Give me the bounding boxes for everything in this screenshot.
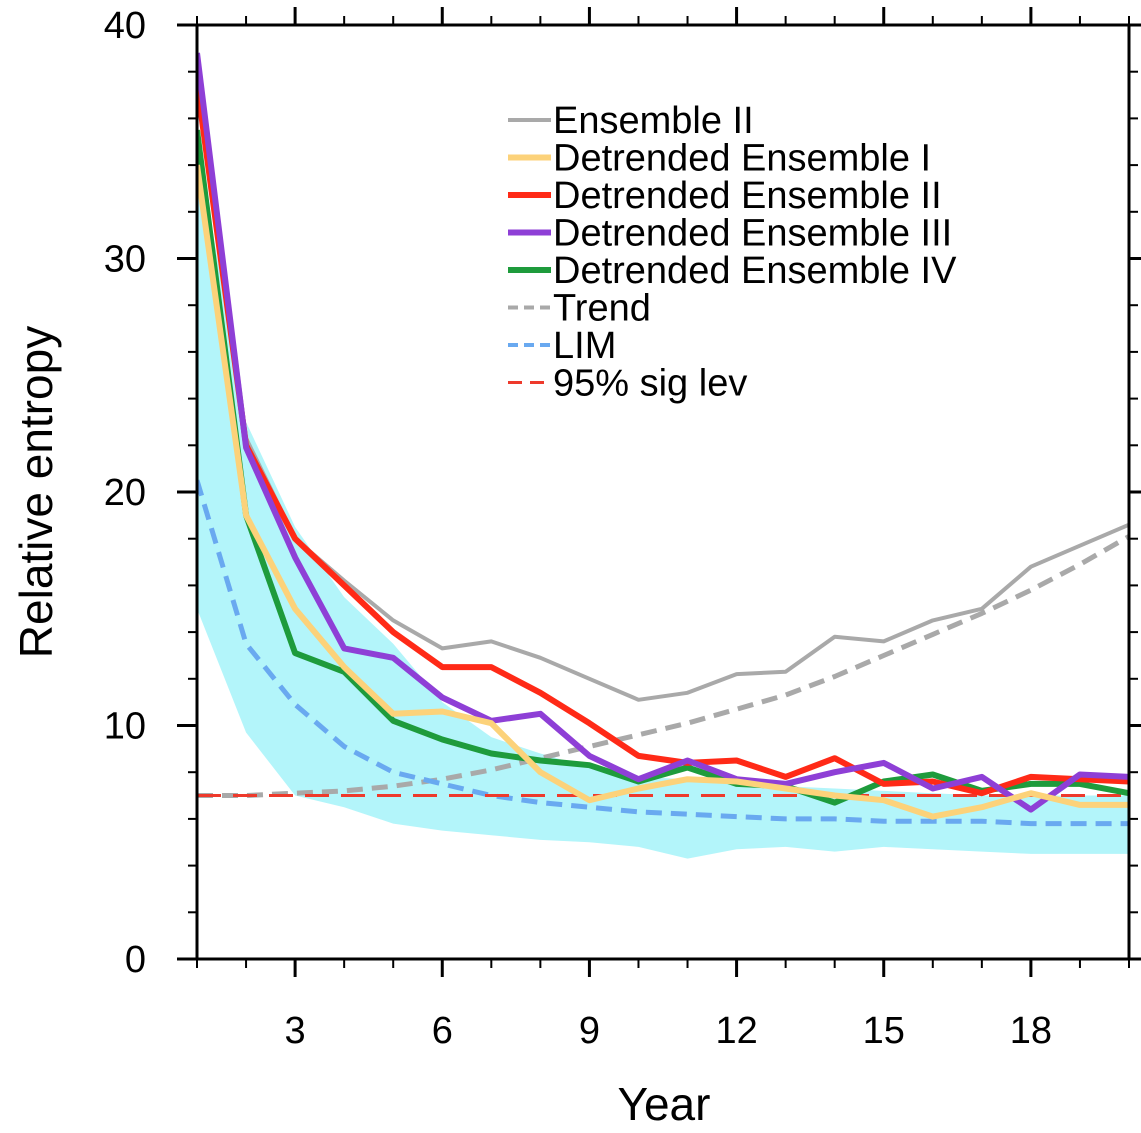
confidence-band-layer	[197, 141, 1129, 859]
series-line-5	[197, 534, 1129, 798]
series-line-0	[197, 59, 1129, 702]
y-tick-label: 20	[104, 472, 146, 514]
legend-label-2: Detrended Ensemble II	[553, 175, 942, 217]
series-layer	[197, 52, 1129, 827]
legend-label-3: Detrended Ensemble III	[553, 213, 952, 255]
legend-label-4: Detrended Ensemble IV	[553, 250, 957, 292]
legend-label-7: 95% sig lev	[553, 363, 747, 405]
x-tick-label: 6	[432, 1010, 453, 1052]
series-line-1	[197, 164, 1129, 820]
y-tick-label: 10	[104, 706, 146, 748]
x-tick-label: 3	[285, 1010, 306, 1052]
y-tick-label: 30	[104, 239, 146, 281]
legend-label-1: Detrended Ensemble I	[553, 138, 931, 180]
shaded-spread-band	[197, 141, 1129, 859]
legend-label-0: Ensemble II	[553, 100, 754, 142]
x-tick-label: 15	[863, 1010, 905, 1052]
legend-label-6: LIM	[553, 325, 616, 367]
x-tick-label: 12	[715, 1010, 757, 1052]
x-tick-label: 18	[1010, 1010, 1052, 1052]
y-tick-label: 40	[104, 5, 146, 47]
y-axis-title: Relative entropy	[10, 326, 62, 658]
y-tick-label: 0	[125, 939, 146, 981]
axis-ticks: 3 6 9 12 15 18 0 10 20 30 40	[104, 5, 1141, 1052]
x-axis-title: Year	[618, 1078, 711, 1130]
series-line-3	[197, 52, 1129, 813]
x-tick-label: 9	[579, 1010, 600, 1052]
series-line-6	[197, 479, 1129, 827]
series-line-2	[197, 82, 1129, 797]
legend-label-5: Trend	[553, 288, 651, 330]
